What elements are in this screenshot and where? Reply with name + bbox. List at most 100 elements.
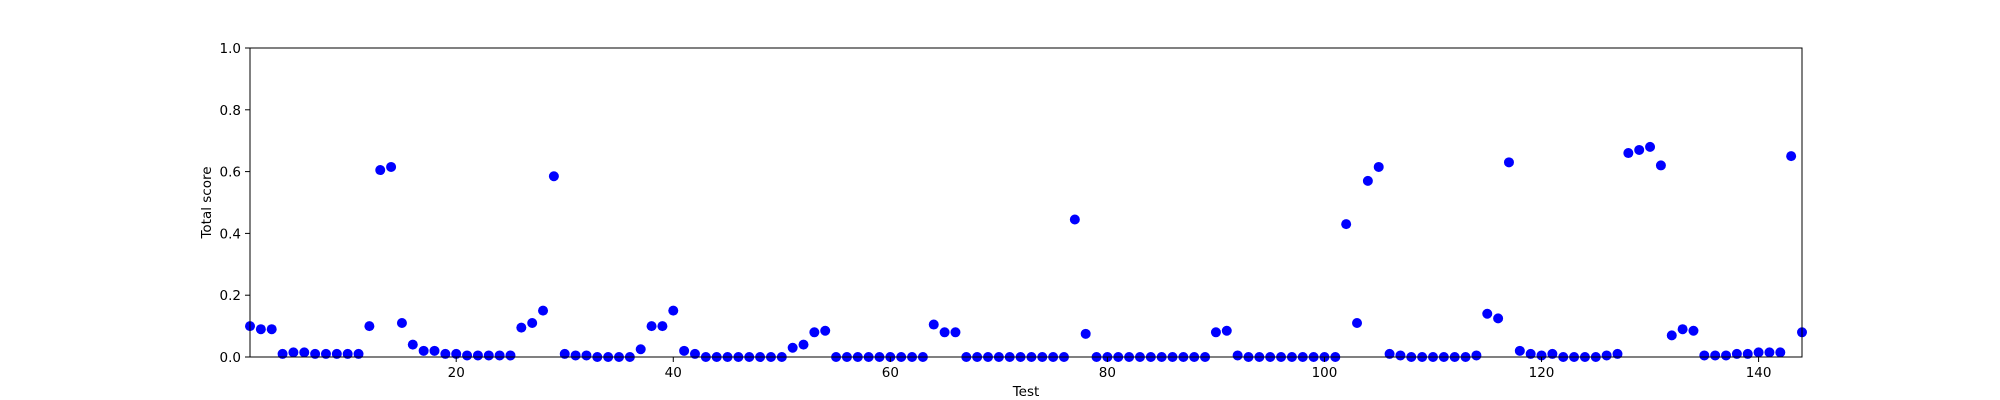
data-point xyxy=(1645,141,1656,152)
data-point xyxy=(1352,318,1363,329)
x-tick-label: 80 xyxy=(1099,365,1116,381)
data-point xyxy=(668,305,679,316)
y-tick-label: 0.6 xyxy=(220,165,241,181)
data-point xyxy=(288,347,299,358)
data-point xyxy=(1688,325,1699,336)
data-point xyxy=(1069,214,1080,225)
data-point xyxy=(939,327,950,338)
data-point xyxy=(1482,308,1493,319)
data-point xyxy=(1721,350,1732,361)
data-point xyxy=(1503,157,1514,168)
data-point xyxy=(1666,330,1677,341)
data-point xyxy=(646,321,657,332)
x-tick-label: 60 xyxy=(882,365,899,381)
data-point xyxy=(418,345,429,356)
data-point xyxy=(820,325,831,336)
data-point xyxy=(1493,313,1504,324)
data-point xyxy=(364,321,375,332)
data-point xyxy=(657,321,668,332)
y-tick-label: 0.0 xyxy=(220,350,241,366)
data-point xyxy=(1536,350,1547,361)
data-point xyxy=(386,161,397,172)
data-point xyxy=(787,342,798,353)
data-point xyxy=(635,344,646,355)
x-axis: 20 40 60 80 100 120 140 xyxy=(448,357,1772,381)
data-point xyxy=(1547,348,1558,359)
data-point xyxy=(1742,348,1753,359)
data-point xyxy=(516,322,527,333)
data-point xyxy=(353,348,364,359)
data-point xyxy=(1655,160,1666,171)
data-point xyxy=(679,345,690,356)
data-point xyxy=(1384,348,1395,359)
data-point xyxy=(462,350,473,361)
data-point xyxy=(1677,324,1688,335)
data-point xyxy=(1612,348,1623,359)
plot-area-frame xyxy=(249,47,1803,358)
data-point xyxy=(1634,144,1645,155)
data-point xyxy=(396,318,407,329)
data-point xyxy=(809,327,820,338)
data-point xyxy=(1775,347,1786,358)
data-point xyxy=(798,339,809,350)
data-point xyxy=(331,348,342,359)
data-point xyxy=(483,350,494,361)
data-point xyxy=(950,327,961,338)
y-tick-label: 0.8 xyxy=(220,103,241,119)
data-point xyxy=(1764,347,1775,358)
data-point xyxy=(559,348,570,359)
data-point xyxy=(1710,350,1721,361)
data-point xyxy=(1232,350,1243,361)
data-point xyxy=(451,348,462,359)
data-point xyxy=(429,345,440,356)
x-tick-label: 20 xyxy=(448,365,465,381)
data-point xyxy=(375,165,386,176)
x-tick-label: 120 xyxy=(1529,365,1555,381)
data-point xyxy=(1362,175,1373,186)
data-point xyxy=(1786,151,1797,162)
data-point xyxy=(1395,350,1406,361)
data-point xyxy=(255,324,266,335)
data-point xyxy=(928,319,939,330)
y-tick-label: 0.4 xyxy=(220,226,241,242)
x-tick-label: 40 xyxy=(665,365,682,381)
data-point xyxy=(494,350,505,361)
data-point xyxy=(1471,350,1482,361)
data-point xyxy=(299,347,310,358)
data-point xyxy=(1514,345,1525,356)
data-point xyxy=(548,171,559,182)
y-tick-label: 1.0 xyxy=(220,41,241,57)
data-point xyxy=(407,339,418,350)
data-point xyxy=(1341,219,1352,230)
data-points xyxy=(245,141,1807,362)
data-point xyxy=(1080,328,1091,339)
data-point xyxy=(266,324,277,335)
data-point xyxy=(1525,348,1536,359)
x-axis-label: Test xyxy=(1012,384,1040,400)
data-point xyxy=(277,348,288,359)
data-point xyxy=(1373,161,1384,172)
data-point xyxy=(570,350,581,361)
data-point xyxy=(1753,347,1764,358)
y-axis: 0.0 0.2 0.4 0.6 0.8 1.0 xyxy=(220,41,250,366)
data-point xyxy=(689,348,700,359)
data-point xyxy=(527,318,538,329)
data-point xyxy=(320,348,331,359)
data-point xyxy=(342,348,353,359)
data-point xyxy=(1221,325,1232,336)
data-point xyxy=(1601,350,1612,361)
data-point xyxy=(1731,348,1742,359)
data-point xyxy=(1623,148,1634,159)
data-point xyxy=(310,348,321,359)
y-axis-label: Total score xyxy=(199,166,215,239)
x-tick-label: 140 xyxy=(1746,365,1772,381)
data-point xyxy=(538,305,549,316)
data-point xyxy=(505,350,516,361)
data-point xyxy=(1699,350,1710,361)
x-tick-label: 100 xyxy=(1312,365,1338,381)
data-point xyxy=(581,350,592,361)
data-point xyxy=(440,348,451,359)
data-point xyxy=(472,350,483,361)
